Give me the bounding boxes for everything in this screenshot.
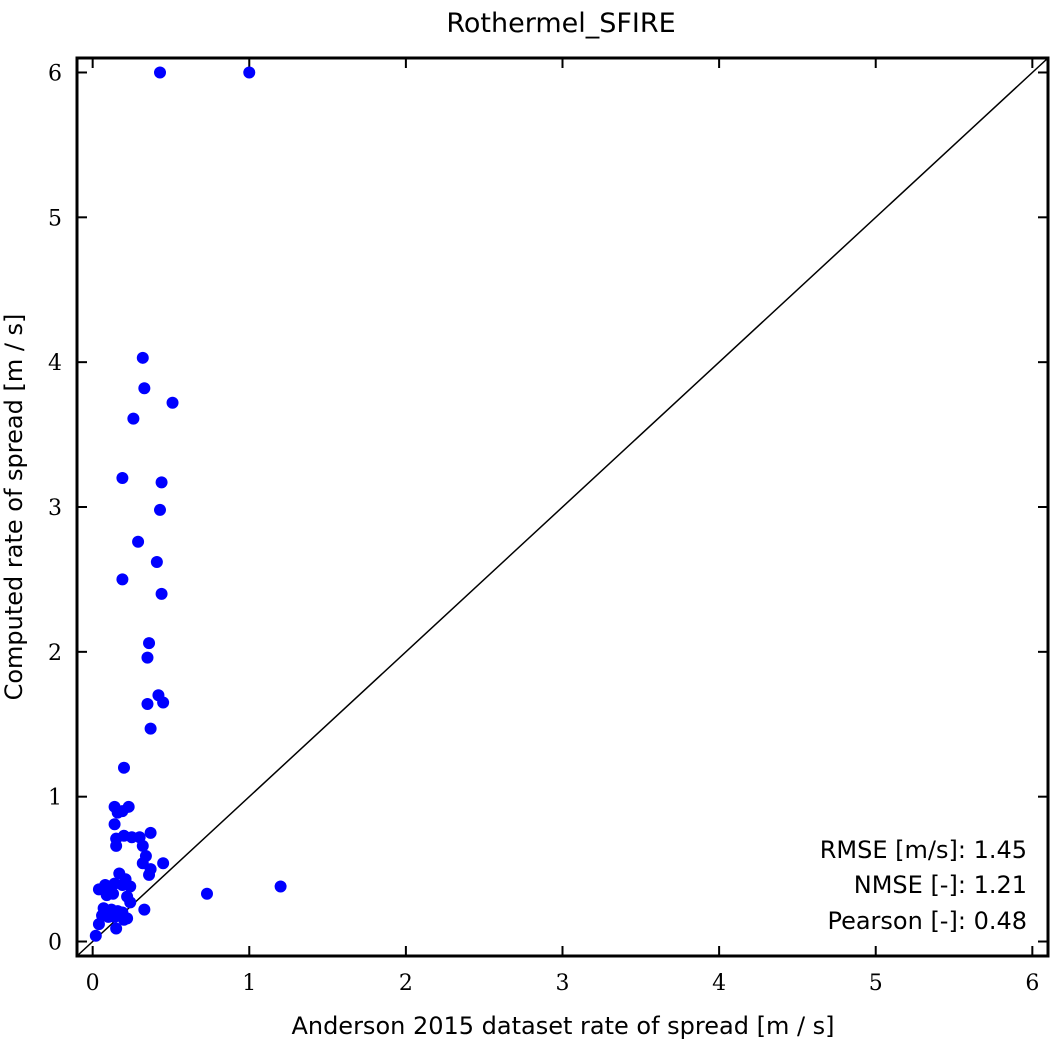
stat-nmse: NMSE [-]: 1.21 xyxy=(854,871,1027,899)
data-point xyxy=(116,573,129,586)
data-point xyxy=(124,896,137,909)
stat-nmse-value: 1.21 xyxy=(974,871,1027,899)
x-tick-label: 6 xyxy=(1025,971,1039,996)
x-tick-labels: 0 1 2 3 4 5 6 xyxy=(86,971,1040,996)
data-point xyxy=(89,929,102,942)
data-point xyxy=(132,535,145,548)
data-point xyxy=(154,66,167,79)
y-tick-label: 5 xyxy=(48,206,62,231)
data-point xyxy=(157,857,170,870)
data-point xyxy=(150,556,163,569)
stat-pearson-label: Pearson [-]: xyxy=(827,907,965,935)
data-point xyxy=(155,587,168,600)
data-point xyxy=(136,351,149,364)
stat-rmse-value: 1.45 xyxy=(974,836,1027,864)
stat-pearson-value: 0.48 xyxy=(974,907,1027,935)
y-tick-label: 3 xyxy=(48,496,62,521)
data-point xyxy=(144,722,157,735)
stat-rmse: RMSE [m/s]: 1.45 xyxy=(820,836,1027,864)
data-point xyxy=(108,910,121,923)
data-point xyxy=(143,637,156,650)
data-point xyxy=(116,472,129,485)
data-point xyxy=(124,880,137,893)
data-point xyxy=(157,696,170,709)
x-axis-label: Anderson 2015 dataset rate of spread [m … xyxy=(291,1012,834,1040)
y-tick-label: 4 xyxy=(48,351,62,376)
x-tick-label: 2 xyxy=(399,971,413,996)
x-tick-label: 1 xyxy=(242,971,256,996)
data-point xyxy=(138,382,151,395)
data-point xyxy=(138,903,151,916)
data-point xyxy=(92,918,105,931)
x-tick-label: 5 xyxy=(869,971,883,996)
data-point xyxy=(155,476,168,489)
x-tick-label: 0 xyxy=(86,971,100,996)
data-point xyxy=(166,396,179,409)
y-tick-label: 1 xyxy=(48,786,62,811)
y-tick-labels: 0 1 2 3 4 5 6 xyxy=(48,61,62,955)
data-point xyxy=(200,887,213,900)
data-point xyxy=(154,503,167,516)
y-tick-label: 0 xyxy=(48,931,62,956)
data-point xyxy=(107,887,120,900)
identity-line xyxy=(76,57,1049,957)
data-point xyxy=(243,66,256,79)
stat-pearson: Pearson [-]: 0.48 xyxy=(827,907,1027,935)
stat-rmse-label: RMSE [m/s]: xyxy=(820,836,966,864)
data-points xyxy=(89,66,287,942)
data-point xyxy=(141,697,154,710)
data-point xyxy=(127,412,140,425)
data-point xyxy=(110,922,123,935)
x-tick-label: 4 xyxy=(712,971,726,996)
data-point xyxy=(110,839,123,852)
data-point xyxy=(143,868,156,881)
data-point xyxy=(136,839,149,852)
chart-title: Rothermel_SFIRE xyxy=(446,8,675,39)
stats-box: RMSE [m/s]: 1.45 NMSE [-]: 1.21 Pearson … xyxy=(820,836,1027,935)
data-point xyxy=(116,805,129,818)
stat-nmse-label: NMSE [-]: xyxy=(854,871,966,899)
y-axis-label: Computed rate of spread [m / s] xyxy=(0,314,28,701)
data-point xyxy=(274,880,287,893)
axis-ticks xyxy=(77,58,1048,956)
data-point xyxy=(141,651,154,664)
x-tick-label: 3 xyxy=(556,971,570,996)
data-point xyxy=(144,826,157,839)
data-point xyxy=(117,913,130,926)
y-tick-label: 6 xyxy=(48,61,62,86)
data-point xyxy=(117,761,130,774)
plot-area xyxy=(75,56,1050,958)
data-point xyxy=(108,818,121,831)
y-tick-label: 2 xyxy=(48,641,62,666)
